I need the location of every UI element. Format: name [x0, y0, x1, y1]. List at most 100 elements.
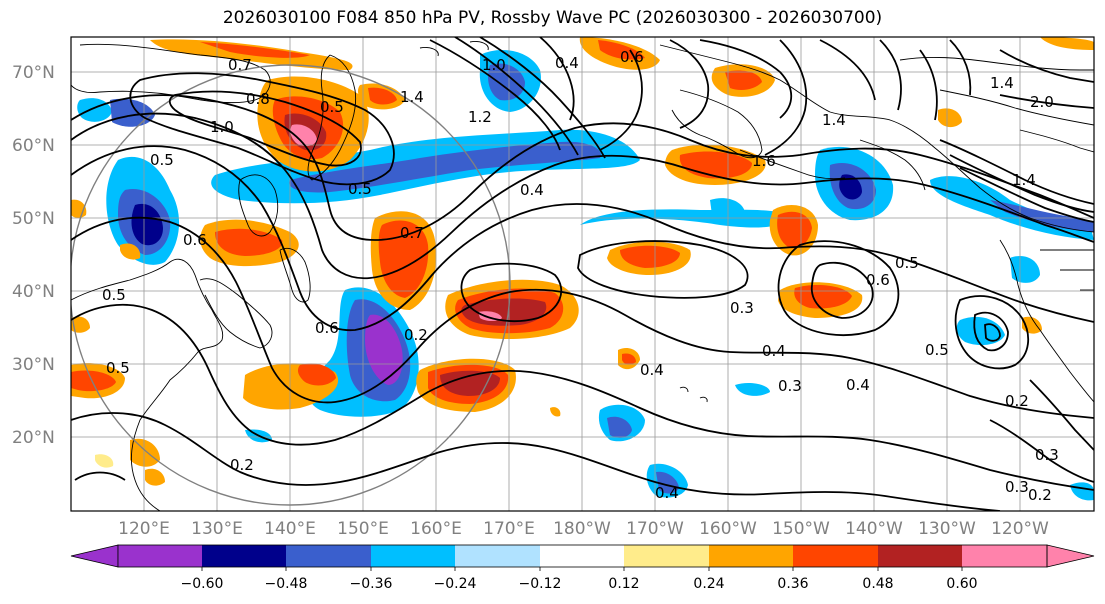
anomaly-region	[550, 407, 561, 417]
colorbar-tick-label: −0.60	[181, 576, 224, 592]
contour-label: 2.0	[1030, 93, 1054, 111]
contour-label: 0.4	[762, 342, 786, 360]
latitude-label: 50°N	[12, 209, 55, 229]
contour-label: 1.4	[990, 74, 1014, 92]
longitude-label: 180°W	[553, 519, 611, 539]
colorbar-tick-label: −0.12	[519, 576, 562, 592]
colorbar-bin	[878, 545, 962, 567]
shaded-anomaly-layer	[71, 37, 1094, 501]
contour-label: 0.5	[320, 98, 344, 116]
contour-label: 0.4	[520, 181, 544, 199]
latitude-label: 60°N	[12, 136, 55, 156]
longitude-label: 150°E	[337, 519, 389, 539]
anomaly-region	[1040, 37, 1094, 50]
contour-label: 1.6	[752, 152, 776, 170]
longitude-label: 140°W	[845, 519, 903, 539]
contour-label: 0.8	[246, 90, 270, 108]
colorbar-tick-label: −0.36	[350, 576, 393, 592]
colorbar-extend-high	[1046, 544, 1095, 568]
contour-label: 0.2	[1005, 392, 1029, 410]
map-border	[70, 36, 1095, 512]
anomaly-region	[368, 87, 397, 105]
anomaly-region	[120, 243, 141, 260]
anomaly-region	[145, 468, 165, 486]
map-content: 0.7 0.8 1.0 0.5 0.5 1.4 1.2 1.0 0.4 0.6 …	[71, 37, 1094, 511]
contour-label: 0.5	[925, 341, 949, 359]
contour-label: 0.6	[183, 231, 207, 249]
contour-label: 0.3	[778, 377, 802, 395]
contour-label: 0.4	[555, 54, 579, 72]
contour-label: 0.3	[1035, 446, 1059, 464]
anomaly-region	[131, 203, 163, 246]
colorbar-ticks	[201, 567, 963, 571]
colorbar-extend-low	[70, 544, 119, 568]
contour-label: 0.6	[866, 271, 890, 289]
anomaly-region	[290, 124, 317, 147]
contour-label: 0.3	[730, 299, 754, 317]
contour-label: 0.2	[1028, 486, 1052, 504]
contour-label: 1.2	[468, 108, 492, 126]
longitude-label: 130°E	[191, 519, 243, 539]
colorbar-bin	[286, 545, 371, 567]
contour-label: 0.5	[150, 151, 174, 169]
pv-contours	[71, 37, 1094, 511]
anomaly-region	[735, 382, 770, 396]
anomaly-region	[656, 471, 679, 494]
contour-label: 0.5	[106, 359, 130, 377]
longitude-label: 160°W	[699, 519, 757, 539]
latitude-label: 70°N	[12, 63, 55, 83]
longitude-label: 130°W	[918, 519, 976, 539]
contour-label: 0.4	[655, 484, 679, 502]
colorbar-bin	[202, 545, 286, 567]
anomaly-region	[297, 363, 336, 386]
contour-label: 0.7	[400, 224, 424, 242]
colorbar: −0.60 −0.48 −0.36 −0.24 −0.12 0.12 0.24 …	[70, 544, 1095, 592]
colorbar-bin	[455, 545, 540, 567]
longitude-label: 120°E	[118, 519, 170, 539]
map-title: 2026030100 F084 850 hPa PV, Rossby Wave …	[222, 8, 883, 28]
contour-label: 0.5	[102, 286, 126, 304]
anomaly-region	[725, 70, 762, 90]
colorbar-tick-label: 0.60	[946, 576, 977, 592]
colorbar-bin	[709, 545, 793, 567]
anomaly-region	[607, 416, 632, 438]
coastlines	[71, 41, 1094, 511]
contour-label: 0.4	[640, 361, 664, 379]
anomaly-region	[839, 174, 862, 200]
anomaly-region	[365, 314, 403, 385]
anomaly-region	[289, 141, 601, 193]
anomaly-region	[777, 211, 812, 249]
contour-label: 0.4	[846, 376, 870, 394]
colorbar-bin	[540, 545, 624, 567]
anomaly-region	[620, 245, 680, 268]
longitude-axis: 120°E 130°E 140°E 150°E 160°E 170°E 180°…	[118, 519, 1049, 539]
longitude-label: 170°E	[483, 519, 535, 539]
graticule	[71, 37, 1094, 511]
colorbar-tick-label: 0.48	[862, 576, 893, 592]
colorbar-bin	[118, 545, 202, 567]
colorbar-bin	[793, 545, 878, 567]
contour-label: 0.6	[620, 48, 644, 66]
range-circle	[71, 64, 511, 506]
contour-label: 1.0	[210, 118, 234, 136]
colorbar-tick-label: −0.24	[434, 576, 477, 592]
latitude-axis: 70°N 60°N 50°N 40°N 30°N 20°N	[12, 63, 55, 448]
anomaly-region	[378, 220, 429, 298]
contour-label: 0.7	[228, 56, 252, 74]
longitude-label: 170°W	[626, 519, 684, 539]
latitude-label: 30°N	[12, 355, 55, 375]
anomaly-region	[71, 316, 90, 333]
colorbar-bin	[962, 545, 1047, 567]
contour-label: 1.0	[482, 56, 506, 74]
anomaly-region	[938, 108, 962, 128]
longitude-label: 140°E	[264, 519, 316, 539]
contour-label: 0.2	[230, 456, 254, 474]
anomaly-region	[1010, 255, 1040, 283]
anomaly-region	[990, 200, 1094, 232]
colorbar-tick-label: 0.12	[608, 576, 639, 592]
colorbar-bin	[624, 545, 709, 567]
anomaly-region	[95, 454, 114, 468]
colorbar-tick-label: 0.24	[693, 576, 724, 592]
